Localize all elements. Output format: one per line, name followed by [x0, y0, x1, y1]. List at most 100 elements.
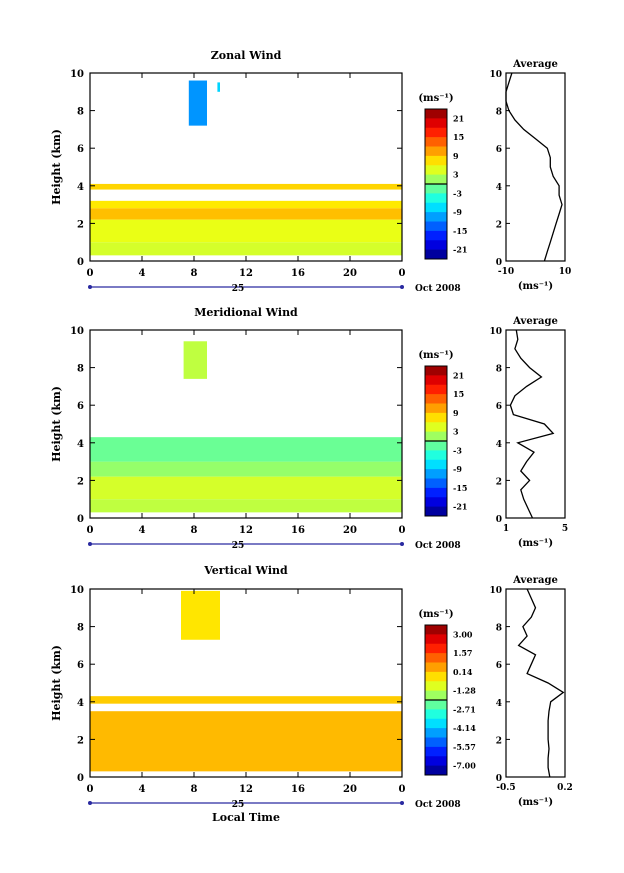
colorbar-swatch	[425, 403, 447, 414]
average-y-tick-label: 0	[496, 515, 502, 525]
x-tick-label: 4	[139, 525, 146, 536]
colorbar-swatch	[425, 746, 447, 757]
y-tick-label: 6	[77, 144, 84, 155]
average-y-tick-label: 0	[496, 774, 502, 784]
average-y-tick-label: 8	[496, 108, 502, 118]
colorbar-label: -21	[453, 502, 467, 512]
x-tick-label: 4	[139, 268, 146, 279]
date-bar-end	[88, 285, 92, 289]
average-x-tick-label: -0.5	[496, 783, 515, 793]
y-tick-label: 8	[77, 364, 84, 375]
date-bar-end	[400, 542, 404, 546]
average-y-tick-label: 4	[496, 699, 502, 709]
average-y-tick-label: 6	[496, 145, 502, 155]
y-tick-label: 10	[70, 69, 84, 80]
colorbar-swatch	[425, 718, 447, 729]
colorbar-swatch	[425, 497, 447, 508]
colorbar-label: 3	[453, 170, 459, 180]
heatmap-cell	[90, 200, 402, 209]
colorbar-swatch	[425, 109, 447, 119]
average-profile-line	[505, 72, 563, 262]
heatmap-cell	[90, 696, 402, 704]
average-y-tick-label: 4	[496, 183, 502, 193]
y-axis-label: Height (km)	[50, 129, 63, 205]
colorbar-swatch	[425, 625, 447, 635]
month-label: Oct 2008	[415, 541, 461, 551]
month-label: Oct 2008	[415, 284, 461, 294]
colorbar-label: 15	[453, 389, 464, 399]
average-x-tick-label: 0.2	[557, 783, 573, 793]
average-y-tick-label: 6	[496, 661, 502, 671]
colorbar-label: -3	[453, 188, 462, 198]
heatmap-cell	[188, 80, 207, 126]
average-title: Average	[512, 575, 558, 586]
average-y-tick-label: 2	[496, 736, 502, 746]
y-tick-label: 0	[77, 257, 84, 268]
colorbar-swatch	[425, 653, 447, 663]
x-tick-label: 0	[87, 268, 94, 279]
average-y-tick-label: 2	[496, 477, 502, 487]
heatmap-cell	[90, 476, 402, 500]
heatmap-cell	[181, 590, 220, 640]
colorbar-label: -2.71	[453, 704, 476, 714]
average-unit: (ms⁻¹)	[518, 538, 553, 549]
x-tick-label: 0	[399, 784, 406, 795]
heatmap-cell	[90, 242, 402, 256]
colorbar-label: -4.14	[453, 723, 476, 733]
x-tick-label: 20	[343, 268, 357, 279]
average-y-tick-label: 0	[496, 258, 502, 268]
x-tick-label: 16	[291, 784, 305, 795]
date-label: 25	[232, 541, 245, 551]
average-x-tick-label: 5	[562, 524, 568, 534]
y-tick-label: 0	[77, 514, 84, 525]
colorbar-swatch	[425, 366, 447, 376]
average-unit: (ms⁻¹)	[518, 797, 553, 808]
colorbar-swatch	[425, 127, 447, 138]
colorbar-label: -15	[453, 226, 467, 236]
y-tick-label: 10	[70, 585, 84, 596]
average-y-tick-label: 8	[496, 624, 502, 634]
x-tick-label: 4	[139, 784, 146, 795]
y-tick-label: 6	[77, 401, 84, 412]
colorbar-swatch	[425, 384, 447, 395]
y-tick-label: 8	[77, 623, 84, 634]
heatmap-cell	[90, 219, 402, 243]
y-tick-label: 2	[77, 219, 84, 230]
colorbar-label: 21	[453, 370, 464, 380]
y-tick-label: 2	[77, 476, 84, 487]
colorbar-label: -21	[453, 245, 467, 255]
colorbar-swatch	[425, 681, 447, 692]
average-y-tick-label: 4	[496, 440, 502, 450]
average-frame	[505, 329, 566, 519]
average-y-tick-label: 10	[489, 327, 502, 337]
colorbar-swatch	[425, 478, 447, 489]
x-axis-label: Local Time	[212, 811, 280, 824]
colorbar-swatch	[425, 146, 447, 157]
average-unit: (ms⁻¹)	[518, 281, 553, 292]
x-tick-label: 8	[191, 784, 198, 795]
heatmap-cell	[90, 461, 402, 477]
y-tick-label: 2	[77, 735, 84, 746]
colorbar-swatch	[425, 459, 447, 470]
date-bar-end	[88, 542, 92, 546]
colorbar-label: -3	[453, 445, 462, 455]
panel-title: Zonal Wind	[211, 49, 282, 62]
colorbar-swatch	[425, 737, 447, 748]
colorbar-label: 9	[453, 408, 459, 418]
x-tick-label: 8	[191, 525, 198, 536]
colorbar-swatch	[425, 394, 447, 404]
colorbar-swatch	[425, 469, 447, 479]
date-label: 25	[232, 800, 245, 810]
average-y-tick-label: 2	[496, 220, 502, 230]
colorbar-label: 9	[453, 151, 459, 161]
x-tick-label: 0	[87, 784, 94, 795]
colorbar-swatch	[425, 174, 447, 185]
average-frame	[505, 588, 566, 778]
y-tick-label: 4	[77, 182, 84, 193]
date-bar-end	[88, 801, 92, 805]
colorbar-swatch	[425, 165, 447, 176]
colorbar-label: -15	[453, 483, 467, 493]
y-tick-label: 0	[77, 773, 84, 784]
